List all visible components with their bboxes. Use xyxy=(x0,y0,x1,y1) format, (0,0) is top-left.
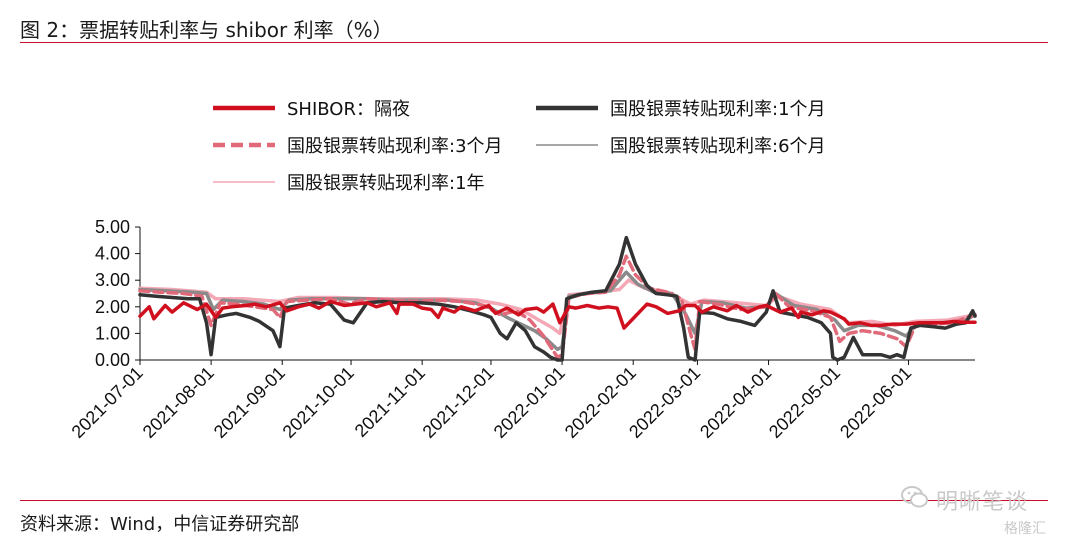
series-layer xyxy=(138,235,977,362)
legend-label-0: SHIBOR：隔夜 xyxy=(287,99,410,120)
figure-title: 图 2：票据转贴利率与 shibor 利率（%） xyxy=(20,18,393,42)
x-tick-label: 2021-09-01 xyxy=(210,363,289,442)
legend-label-1: 国股银票转贴现利率:1个月 xyxy=(610,99,826,120)
legend-label-3: 国股银票转贴现利率:6个月 xyxy=(610,136,826,157)
legend-label-2: 国股银票转贴现利率:3个月 xyxy=(287,136,503,157)
x-tick-label: 2021-12-01 xyxy=(419,363,498,442)
y-tick-label: 4.00 xyxy=(95,244,130,264)
legend-label-4: 国股银票转贴现利率:1年 xyxy=(287,173,485,194)
series-line-1 xyxy=(138,235,977,362)
x-tick-label: 2021-10-01 xyxy=(279,363,358,442)
x-tick-label: 2022-01-01 xyxy=(490,363,569,442)
footer-divider xyxy=(20,500,1048,501)
y-tick-label: 1.00 xyxy=(95,323,130,343)
x-tick-label: 2022-06-01 xyxy=(836,363,915,442)
source-note: 资料来源：Wind，中信证券研究部 xyxy=(20,514,300,535)
x-tick-label: 2021-08-01 xyxy=(139,363,218,442)
x-tick-label: 2022-04-01 xyxy=(696,363,775,442)
series-line-0 xyxy=(138,299,977,330)
watermark-text: 明晰笔谈 xyxy=(936,490,1029,515)
watermark-secondary: 格隆汇 xyxy=(1004,521,1046,537)
x-tick-label: 2021-11-01 xyxy=(351,363,429,441)
y-tick-label: 3.00 xyxy=(95,270,130,290)
watermark: 明晰笔谈 xyxy=(900,478,1060,518)
wechat-icon xyxy=(901,486,928,508)
series-line-3 xyxy=(138,270,977,352)
title-divider xyxy=(20,42,1048,43)
x-tick-label: 2022-05-01 xyxy=(765,363,844,442)
x-tick-label: 2021-07-01 xyxy=(68,363,147,442)
y-tick-label: 5.00 xyxy=(95,217,130,237)
y-tick-label: 0.00 xyxy=(95,350,130,370)
y-tick-label: 2.00 xyxy=(95,297,130,317)
